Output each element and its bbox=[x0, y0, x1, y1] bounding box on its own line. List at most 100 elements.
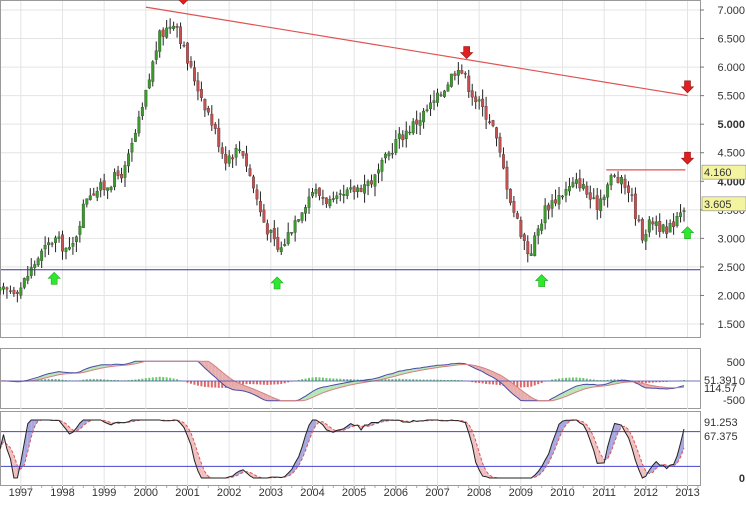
candle-up bbox=[533, 236, 536, 256]
candle-up bbox=[349, 188, 352, 189]
macd-histogram-bar bbox=[145, 378, 147, 381]
candle-down bbox=[523, 235, 526, 241]
candle-down bbox=[276, 237, 279, 249]
candle-up bbox=[72, 243, 75, 246]
macd-histogram-bar bbox=[214, 381, 216, 388]
candle-up bbox=[287, 232, 290, 243]
candle-up bbox=[183, 45, 186, 46]
candle-down bbox=[467, 76, 470, 92]
candle-up bbox=[408, 132, 411, 133]
candle-down bbox=[162, 30, 165, 37]
macd-histogram-bar bbox=[148, 378, 150, 381]
x-tick-label: 2009 bbox=[509, 487, 533, 499]
macd-signal-value-label: 114.57 bbox=[704, 383, 737, 395]
candle-down bbox=[322, 197, 325, 198]
macd-histogram-bar bbox=[308, 378, 310, 381]
macd-histogram-bar bbox=[211, 381, 213, 388]
macd-histogram-bar bbox=[263, 381, 265, 385]
candle-up bbox=[478, 100, 481, 101]
candle-down bbox=[263, 210, 266, 222]
x-tick-label: 2012 bbox=[634, 487, 658, 499]
candle-up bbox=[429, 103, 432, 109]
candle-down bbox=[488, 122, 491, 123]
candle-up bbox=[342, 194, 345, 195]
candle-down bbox=[204, 99, 207, 110]
macd-histogram-bar bbox=[218, 381, 220, 388]
candle-up bbox=[124, 165, 127, 177]
candle-up bbox=[540, 224, 543, 231]
x-tick-label: 2008 bbox=[467, 487, 491, 499]
y-tick-label: 2.500 bbox=[717, 262, 745, 274]
candle-up bbox=[683, 211, 686, 212]
candle-up bbox=[30, 267, 33, 275]
macd-histogram-bar bbox=[562, 378, 564, 381]
macd-histogram-bar bbox=[200, 381, 202, 386]
candle-down bbox=[506, 167, 509, 189]
candle-up bbox=[620, 177, 623, 184]
candle-down bbox=[266, 224, 269, 235]
candle-down bbox=[641, 219, 644, 240]
x-tick-label: 2013 bbox=[675, 487, 699, 499]
macd-histogram-bar bbox=[485, 381, 487, 384]
candle-up bbox=[450, 74, 453, 87]
candle-down bbox=[461, 70, 464, 73]
candle-up bbox=[336, 196, 339, 199]
candle-up bbox=[47, 243, 50, 245]
candle-down bbox=[231, 158, 234, 159]
candle-up bbox=[436, 93, 439, 103]
candle-up bbox=[26, 276, 29, 280]
macd-histogram-bar bbox=[249, 381, 251, 384]
candle-up bbox=[575, 180, 578, 184]
macd-histogram-bar bbox=[572, 378, 574, 381]
candle-down bbox=[221, 148, 224, 154]
candle-down bbox=[242, 151, 245, 155]
candle-up bbox=[419, 120, 422, 125]
candle-down bbox=[318, 188, 321, 196]
macd-histogram-bar bbox=[169, 378, 171, 381]
candle-down bbox=[207, 108, 210, 112]
candle-down bbox=[638, 220, 641, 221]
candle-up bbox=[582, 184, 585, 188]
macd-panel-frame bbox=[1, 349, 701, 409]
y-tick-label: 6.000 bbox=[717, 62, 745, 74]
candle-up bbox=[127, 154, 130, 166]
candle-up bbox=[332, 198, 335, 199]
macd-histogram-bar bbox=[496, 381, 498, 385]
candle-up bbox=[561, 196, 564, 197]
candle-down bbox=[415, 120, 418, 124]
candle-down bbox=[499, 137, 502, 152]
macd-histogram-bar bbox=[152, 377, 154, 381]
candle-up bbox=[377, 170, 380, 174]
macd-histogram-bar bbox=[259, 381, 261, 385]
candle-up bbox=[294, 220, 297, 232]
candle-up bbox=[86, 199, 89, 205]
candle-up bbox=[283, 244, 286, 245]
price-panel-frame bbox=[1, 1, 701, 338]
candle-down bbox=[471, 91, 474, 98]
candle-up bbox=[238, 150, 241, 151]
candle-up bbox=[315, 189, 318, 193]
candle-up bbox=[395, 139, 398, 152]
candle-up bbox=[610, 175, 613, 185]
candle-up bbox=[131, 143, 134, 152]
candle-down bbox=[631, 195, 634, 196]
macd-histogram-bar bbox=[277, 381, 279, 384]
candle-up bbox=[2, 287, 5, 290]
macd-histogram-bar bbox=[190, 381, 192, 384]
candle-down bbox=[454, 74, 457, 76]
candle-down bbox=[516, 213, 519, 218]
y-tick-label: 2.000 bbox=[717, 290, 745, 302]
macd-histogram-bar bbox=[280, 381, 282, 384]
candle-up bbox=[65, 248, 68, 252]
candle-up bbox=[384, 154, 387, 158]
candle-up bbox=[155, 51, 158, 60]
candle-up bbox=[141, 107, 144, 116]
candle-down bbox=[360, 188, 363, 192]
x-tick-label: 2005 bbox=[342, 487, 366, 499]
candle-down bbox=[672, 222, 675, 227]
candle-up bbox=[433, 101, 436, 103]
y-tick-label: 6.500 bbox=[717, 34, 745, 46]
resistance-value-label: 4.160 bbox=[704, 167, 732, 179]
candle-up bbox=[75, 237, 78, 242]
macd-histogram-bar bbox=[565, 378, 567, 381]
